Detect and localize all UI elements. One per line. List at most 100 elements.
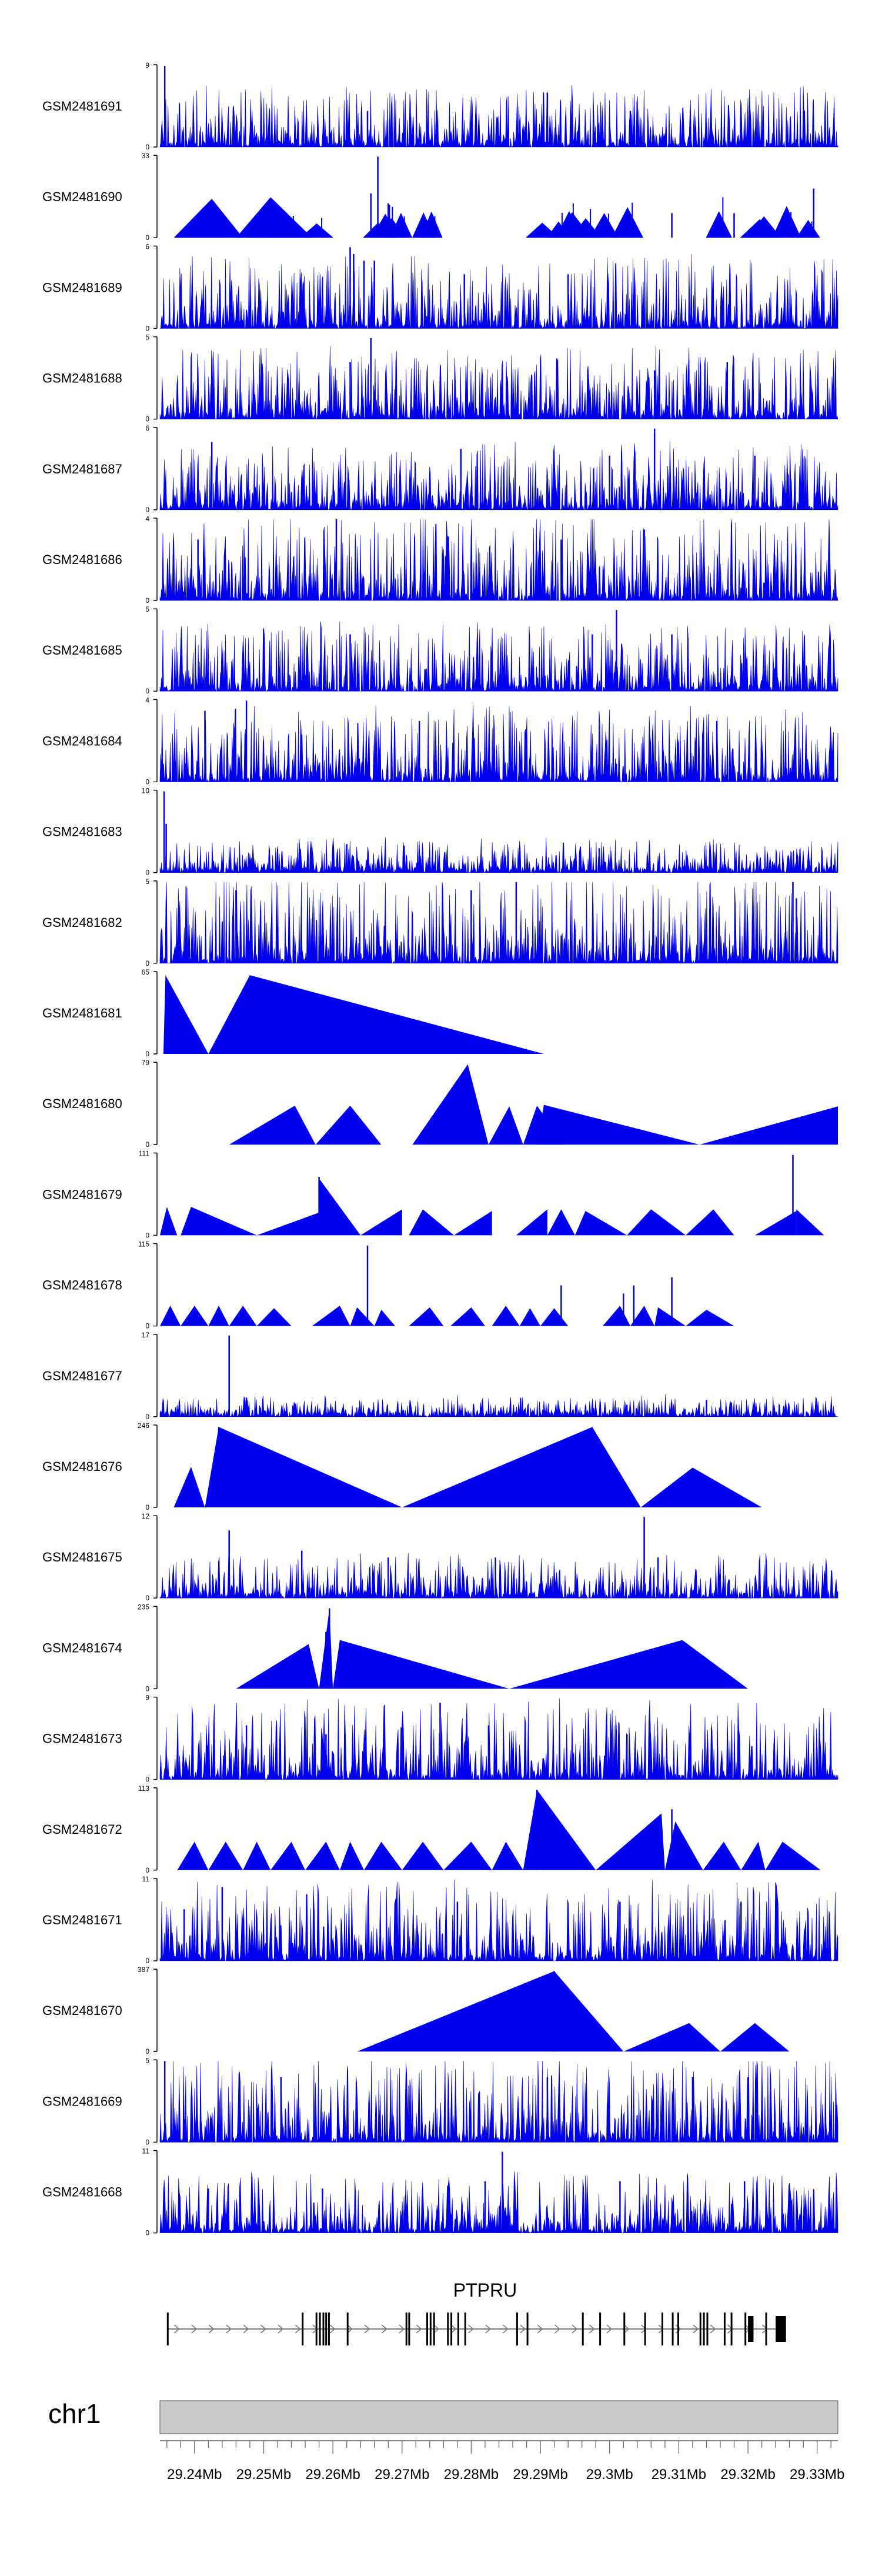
y-tick-label-max: 113 [138, 1784, 149, 1793]
chromosome-ideogram: chr1 29.24Mb 29.25Mb 29.26Mb 29.27Mb 29.28Mb 2… [48, 2398, 844, 2482]
y-tick-label-min: 0 [145, 778, 149, 786]
track-label: GSM2481684 [42, 733, 122, 748]
coverage-block [163, 975, 209, 1054]
y-tick-label-min: 0 [145, 2138, 149, 2146]
y-tick-label-max: 9 [145, 61, 149, 69]
exon [315, 2313, 318, 2345]
coverage-block [300, 223, 333, 238]
coverage-block [519, 1308, 541, 1326]
y-tick-label-min: 0 [145, 596, 149, 605]
y-tick-label-min: 0 [145, 506, 149, 514]
strand-arrow [693, 2324, 699, 2334]
coverage-block [312, 1306, 350, 1326]
coverage-block [488, 1106, 523, 1145]
track-GSM2481686: GSM2481686 4 0 [42, 515, 838, 605]
coverage-signal [159, 346, 838, 420]
coverage-block [772, 206, 801, 238]
coverage-block [160, 1207, 178, 1236]
coverage-block [664, 1821, 703, 1870]
coverage-block [374, 1310, 395, 1326]
coverage-block [208, 975, 544, 1054]
track-GSM2481669: GSM2481669 5 0 [42, 2056, 838, 2146]
coverage-block [360, 1209, 402, 1236]
coverage-block [305, 1841, 340, 1870]
strand-arrow [173, 2324, 180, 2334]
y-tick-label-max: 5 [145, 2056, 149, 2064]
strand-arrow [537, 2324, 543, 2334]
track-label: GSM2481682 [42, 915, 122, 930]
strand-arrow [727, 2324, 733, 2334]
y-tick-label-max: 111 [139, 1149, 150, 1157]
y-tick-label-min: 0 [145, 1684, 149, 1693]
exon [433, 2313, 435, 2345]
coverage-signal [159, 1879, 838, 1962]
exon [582, 2313, 584, 2345]
coverage-block [357, 1971, 624, 2052]
y-tick-label-min: 0 [145, 869, 149, 877]
coverage-signal [159, 441, 838, 510]
strand-arrow [243, 2324, 249, 2334]
exon [526, 2313, 529, 2345]
y-tick-label-min: 0 [145, 2047, 149, 2056]
y-tick-label-max: 5 [145, 333, 149, 342]
track-GSM2481672: GSM2481672 113 0 [42, 1784, 821, 1874]
coverage-signal [159, 621, 838, 692]
coverage-block [181, 1207, 257, 1236]
strand-arrow [572, 2324, 578, 2334]
track-label: GSM2481689 [42, 280, 122, 295]
coverage-block [686, 1209, 734, 1236]
coverage-signal [159, 705, 838, 783]
x-tick-label: 29.33Mb [790, 2467, 844, 2482]
track-label: GSM2481673 [42, 1731, 122, 1746]
coverage-block [686, 1310, 734, 1326]
strand-arrow [191, 2324, 197, 2334]
track-GSM2481690: GSM2481690 33 0 [42, 152, 820, 242]
gene-label: PTPRU [453, 2280, 517, 2301]
y-tick-label-min: 0 [145, 2229, 149, 2237]
coverage-block [703, 1841, 741, 1870]
coverage-block [270, 1841, 306, 1870]
exon [328, 2313, 330, 2345]
coverage-block [516, 1209, 547, 1236]
y-tick-label-min: 0 [145, 233, 149, 242]
coverage-signal [159, 85, 838, 148]
coverage-block [181, 1306, 209, 1326]
coverage-tracks: GSM248169190GSM2481690330GSM248168960GSM… [42, 61, 838, 2237]
coverage-block [547, 1209, 575, 1236]
strand-arrow [589, 2324, 595, 2334]
track-label: GSM2481677 [42, 1369, 122, 1383]
coverage-block [623, 2023, 720, 2052]
coverage-block [741, 1841, 766, 1870]
y-tick-label-min: 0 [145, 1231, 149, 1239]
coverage-block [603, 1306, 630, 1326]
chromosome-label: chr1 [48, 2398, 101, 2429]
exon [429, 2313, 432, 2345]
exon [346, 2313, 349, 2345]
strand-arrow [226, 2324, 232, 2334]
coverage-block [402, 1427, 641, 1507]
x-tick-label: 29.24Mb [167, 2467, 222, 2482]
coverage-block [208, 1841, 243, 1870]
track-GSM2481680: GSM2481680 79 0 [42, 1059, 838, 1149]
coverage-block [537, 1105, 700, 1145]
coverage-block [389, 212, 413, 238]
y-tick-label-max: 33 [142, 152, 150, 160]
coverage-block [236, 1644, 319, 1689]
coverage-block [243, 1841, 271, 1870]
y-tick-label-max: 65 [142, 968, 150, 976]
exon [322, 2313, 325, 2345]
exon [408, 2313, 410, 2345]
exon [405, 2313, 407, 2345]
chromosome-band [159, 2400, 838, 2434]
coverage-block [454, 1211, 492, 1236]
track-label: GSM2481679 [42, 1187, 122, 1202]
exon [319, 2313, 321, 2345]
y-tick-label-max: 6 [145, 242, 149, 251]
coverage-block [509, 1640, 749, 1689]
coverage-block [596, 1813, 665, 1870]
coverage-signal [159, 837, 838, 873]
track-label: GSM2481688 [42, 371, 122, 386]
track-GSM2481682: GSM2481682 5 0 [42, 877, 838, 967]
track-GSM2481675: GSM2481675 12 0 [42, 1512, 838, 1602]
